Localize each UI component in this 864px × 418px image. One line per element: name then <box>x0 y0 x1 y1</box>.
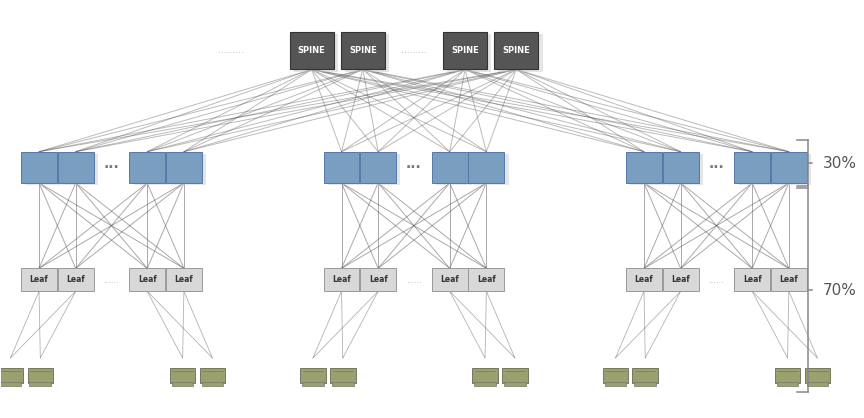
Text: SPINE: SPINE <box>349 46 377 55</box>
Text: Leaf: Leaf <box>29 275 48 284</box>
FancyBboxPatch shape <box>360 268 396 291</box>
Text: SPINE: SPINE <box>298 46 326 55</box>
Text: .........: ......... <box>401 46 427 55</box>
FancyBboxPatch shape <box>775 154 811 185</box>
Text: Leaf: Leaf <box>175 275 194 284</box>
FancyBboxPatch shape <box>804 368 830 383</box>
FancyBboxPatch shape <box>775 368 800 383</box>
FancyBboxPatch shape <box>294 34 338 71</box>
FancyBboxPatch shape <box>340 32 385 69</box>
FancyBboxPatch shape <box>504 382 526 386</box>
Text: Leaf: Leaf <box>67 275 85 284</box>
FancyBboxPatch shape <box>631 154 666 185</box>
FancyBboxPatch shape <box>667 154 702 185</box>
Text: Leaf: Leaf <box>332 275 351 284</box>
Text: 70%: 70% <box>823 283 857 298</box>
FancyBboxPatch shape <box>345 34 389 71</box>
FancyBboxPatch shape <box>58 152 93 183</box>
FancyBboxPatch shape <box>0 382 22 386</box>
FancyBboxPatch shape <box>634 382 656 386</box>
FancyBboxPatch shape <box>29 382 51 386</box>
FancyBboxPatch shape <box>302 382 324 386</box>
Text: Leaf: Leaf <box>477 275 496 284</box>
FancyBboxPatch shape <box>21 152 57 183</box>
Text: ...: ... <box>406 157 422 171</box>
FancyBboxPatch shape <box>21 268 57 291</box>
FancyBboxPatch shape <box>632 368 658 383</box>
FancyBboxPatch shape <box>605 382 626 386</box>
Text: ......: ...... <box>406 276 422 285</box>
FancyBboxPatch shape <box>739 154 774 185</box>
FancyBboxPatch shape <box>330 368 356 383</box>
FancyBboxPatch shape <box>166 268 202 291</box>
FancyBboxPatch shape <box>0 368 23 383</box>
FancyBboxPatch shape <box>200 368 226 383</box>
FancyBboxPatch shape <box>432 268 467 291</box>
FancyBboxPatch shape <box>468 268 505 291</box>
FancyBboxPatch shape <box>134 154 169 185</box>
FancyBboxPatch shape <box>502 368 528 383</box>
FancyBboxPatch shape <box>289 32 334 69</box>
Text: ...: ... <box>708 157 724 171</box>
FancyBboxPatch shape <box>130 152 165 183</box>
FancyBboxPatch shape <box>58 268 93 291</box>
Text: Leaf: Leaf <box>369 275 388 284</box>
FancyBboxPatch shape <box>324 152 359 183</box>
Text: SPINE: SPINE <box>502 46 530 55</box>
FancyBboxPatch shape <box>626 268 662 291</box>
FancyBboxPatch shape <box>448 34 492 71</box>
FancyBboxPatch shape <box>473 368 498 383</box>
FancyBboxPatch shape <box>432 152 467 183</box>
FancyBboxPatch shape <box>494 32 538 69</box>
FancyBboxPatch shape <box>324 268 359 291</box>
FancyBboxPatch shape <box>499 34 543 71</box>
FancyBboxPatch shape <box>365 154 400 185</box>
Text: Leaf: Leaf <box>779 275 798 284</box>
FancyBboxPatch shape <box>626 152 662 183</box>
FancyBboxPatch shape <box>474 382 496 386</box>
Text: 30%: 30% <box>823 155 857 171</box>
FancyBboxPatch shape <box>663 152 698 183</box>
FancyBboxPatch shape <box>771 152 807 183</box>
FancyBboxPatch shape <box>468 152 505 183</box>
Text: SPINE: SPINE <box>451 46 479 55</box>
FancyBboxPatch shape <box>62 154 98 185</box>
Text: ......: ...... <box>104 276 119 285</box>
FancyBboxPatch shape <box>603 368 628 383</box>
FancyBboxPatch shape <box>360 152 396 183</box>
FancyBboxPatch shape <box>170 154 206 185</box>
FancyBboxPatch shape <box>436 154 472 185</box>
Text: Leaf: Leaf <box>671 275 690 284</box>
FancyBboxPatch shape <box>332 382 353 386</box>
FancyBboxPatch shape <box>170 368 195 383</box>
FancyBboxPatch shape <box>734 152 770 183</box>
Text: Leaf: Leaf <box>743 275 761 284</box>
FancyBboxPatch shape <box>443 32 487 69</box>
Text: ...: ... <box>104 157 119 171</box>
FancyBboxPatch shape <box>777 382 798 386</box>
FancyBboxPatch shape <box>25 154 61 185</box>
FancyBboxPatch shape <box>130 268 165 291</box>
Text: Leaf: Leaf <box>635 275 653 284</box>
FancyBboxPatch shape <box>28 368 53 383</box>
Text: ......: ...... <box>708 276 724 285</box>
Text: .........: ......... <box>218 46 244 55</box>
FancyBboxPatch shape <box>473 154 509 185</box>
Text: Leaf: Leaf <box>441 275 459 284</box>
FancyBboxPatch shape <box>300 368 326 383</box>
FancyBboxPatch shape <box>201 382 223 386</box>
FancyBboxPatch shape <box>166 152 202 183</box>
FancyBboxPatch shape <box>172 382 194 386</box>
FancyBboxPatch shape <box>663 268 698 291</box>
FancyBboxPatch shape <box>327 154 364 185</box>
Text: Leaf: Leaf <box>138 275 156 284</box>
FancyBboxPatch shape <box>806 382 829 386</box>
FancyBboxPatch shape <box>771 268 807 291</box>
FancyBboxPatch shape <box>734 268 770 291</box>
